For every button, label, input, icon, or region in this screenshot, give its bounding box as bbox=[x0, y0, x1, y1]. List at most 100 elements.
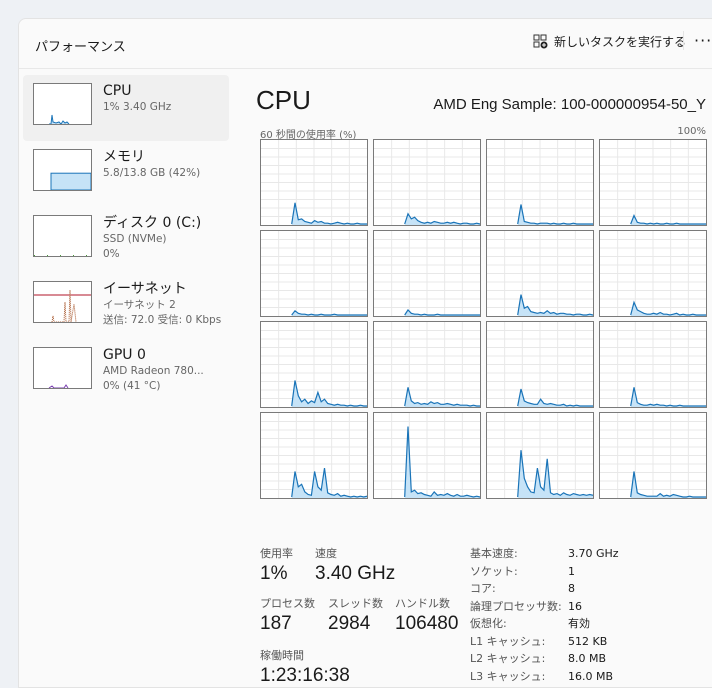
threads-label: スレッド数 bbox=[328, 597, 383, 610]
core-usage-line bbox=[630, 471, 706, 498]
processes-label: プロセス数 bbox=[260, 597, 315, 610]
sidebar-item-cpu[interactable]: CPU 1% 3.40 GHz bbox=[23, 75, 229, 141]
core-usage-area bbox=[404, 426, 480, 498]
more-options-button[interactable]: ··· bbox=[683, 31, 712, 50]
core-graph bbox=[373, 230, 481, 317]
sidebar-item-label: ディスク 0 (C:) bbox=[103, 215, 202, 231]
new-task-icon bbox=[533, 34, 548, 49]
core-graph bbox=[260, 139, 368, 226]
sidebar-item-detail: イーサネット 2 bbox=[103, 299, 176, 311]
core-graph bbox=[486, 230, 594, 317]
core-usage-area bbox=[630, 471, 706, 498]
spec-row: 基本速度: 3.70 GHz bbox=[470, 545, 619, 563]
uptime-value: 1:23:16:38 bbox=[260, 665, 350, 686]
core-usage-area bbox=[404, 213, 480, 225]
cpu-model: AMD Eng Sample: 100-000000954-50_Y bbox=[433, 96, 706, 113]
spec-row: ソケット: 1 bbox=[470, 563, 619, 581]
sidebar-item-detail: 5.8/13.8 GB (42%) bbox=[103, 167, 201, 179]
core-usage-line bbox=[404, 308, 480, 316]
spec-key: ソケット: bbox=[470, 564, 518, 578]
page-title: パフォーマンス bbox=[35, 40, 126, 55]
sidebar-item-memory[interactable]: メモリ 5.8/13.8 GB (42%) bbox=[23, 141, 229, 207]
gpu-thumbnail-graph bbox=[33, 347, 92, 389]
spec-key: L2 キャッシュ: bbox=[470, 652, 546, 665]
sidebar-item-detail: 1% 3.40 GHz bbox=[103, 101, 172, 113]
spec-key: L1 キャッシュ: bbox=[470, 634, 546, 648]
sidebar-item-gpu[interactable]: GPU 0 AMD Radeon 780... 0% (41 °C) bbox=[23, 339, 229, 405]
core-usage-area bbox=[630, 387, 706, 407]
graph-axis-label: 60 秒間の使用率 (%) bbox=[260, 130, 357, 141]
spec-key: 仮想化: bbox=[470, 617, 507, 630]
core-usage-line bbox=[291, 468, 368, 498]
sidebar-item-detail: 送信: 72.0 受信: 0 Kbps bbox=[103, 314, 222, 326]
sidebar-item-label: CPU bbox=[103, 83, 132, 99]
core-usage-line bbox=[291, 380, 367, 407]
run-new-task-label: 新しいタスクを実行する bbox=[554, 35, 687, 49]
sidebar-item-ethernet[interactable]: イーサネットイーサネット 2 送信: 72.0 受信: 0 Kbps bbox=[23, 273, 229, 339]
core-graph bbox=[373, 321, 481, 408]
core-usage-line bbox=[630, 387, 706, 407]
spec-row: コア: 8 bbox=[470, 580, 619, 598]
core-usage-area bbox=[291, 202, 367, 225]
sidebar-item-detail: AMD Radeon 780... bbox=[103, 365, 204, 377]
sidebar-item-label: GPU 0 bbox=[103, 347, 146, 363]
core-graph bbox=[260, 321, 368, 408]
core-graph bbox=[373, 139, 481, 226]
logical-processor-graphs bbox=[260, 139, 707, 499]
spec-row: L1 キャッシュ: 512 KB bbox=[470, 633, 619, 651]
core-usage-line bbox=[630, 300, 706, 316]
core-usage-area bbox=[404, 387, 480, 407]
threads-value: 2984 bbox=[328, 613, 371, 634]
spec-row: L3 キャッシュ: 16.0 MB bbox=[470, 668, 619, 686]
core-graph bbox=[599, 139, 707, 226]
header: パフォーマンス 新しいタスクを実行する ··· bbox=[19, 19, 712, 69]
task-manager-window: パフォーマンス 新しいタスクを実行する ··· CPU 1% 3.40 GHz メ… bbox=[18, 18, 712, 688]
core-graph bbox=[373, 412, 481, 499]
sidebar-item-detail: SSD (NVMe) bbox=[103, 233, 167, 245]
core-graph bbox=[486, 412, 594, 499]
core-usage-area bbox=[517, 389, 593, 407]
spec-key: 基本速度: bbox=[470, 547, 518, 560]
run-new-task-button[interactable]: 新しいタスクを実行する bbox=[533, 33, 686, 50]
processes-value: 187 bbox=[260, 613, 292, 634]
spec-row: L2 キャッシュ: 8.0 MB bbox=[470, 650, 619, 668]
core-usage-line bbox=[517, 294, 594, 316]
core-usage-line bbox=[517, 450, 594, 498]
sidebar-item-disk[interactable]: ディスク 0 (C:) SSD (NVMe) 0% bbox=[23, 207, 229, 273]
speed-label: 速度 bbox=[315, 547, 337, 560]
handles-value: 106480 bbox=[395, 613, 459, 634]
core-graph bbox=[260, 412, 368, 499]
core-usage-area bbox=[291, 380, 367, 407]
sidebar-item-label: イーサネット bbox=[103, 281, 187, 297]
ethernet-thumbnail-graph bbox=[33, 281, 92, 323]
usage-label: 使用率 bbox=[260, 547, 293, 560]
core-usage-line bbox=[404, 387, 480, 407]
core-usage-line bbox=[404, 426, 481, 498]
cpu-title: CPU bbox=[256, 85, 311, 115]
spec-key: 論理プロセッサ数: bbox=[470, 599, 562, 613]
core-usage-line bbox=[404, 212, 481, 225]
memory-thumbnail-graph bbox=[33, 149, 92, 191]
spec-key: L3 キャッシュ: bbox=[470, 669, 546, 683]
core-usage-line bbox=[291, 202, 367, 225]
uptime-label: 稼働時間 bbox=[260, 649, 304, 662]
usage-value: 1% bbox=[260, 563, 288, 584]
core-graph bbox=[486, 321, 594, 408]
speed-value: 3.40 GHz bbox=[315, 563, 396, 584]
cpu-thumbnail-graph bbox=[33, 83, 92, 125]
core-graph bbox=[599, 412, 707, 499]
cpu-specs: 基本速度: 3.70 GHz ソケット: 1 コア: 8 論理プロセッサ数: 16 仮想化: 有効… bbox=[470, 545, 619, 685]
core-graph bbox=[599, 230, 707, 317]
core-usage-line bbox=[291, 309, 367, 316]
graph-max-label: 100% bbox=[677, 126, 706, 137]
spec-value: 8 bbox=[568, 582, 575, 595]
sidebar-item-label: メモリ bbox=[103, 149, 145, 165]
core-usage-area bbox=[517, 294, 593, 316]
spec-value: 有効 bbox=[568, 617, 590, 630]
spec-value: 16 bbox=[568, 599, 582, 613]
disk-thumbnail-graph bbox=[33, 215, 92, 257]
spec-value: 3.70 GHz bbox=[568, 547, 619, 560]
sidebar-item-detail: 0% (41 °C) bbox=[103, 380, 161, 392]
core-usage-area bbox=[517, 450, 593, 498]
core-usage-line bbox=[630, 213, 706, 225]
